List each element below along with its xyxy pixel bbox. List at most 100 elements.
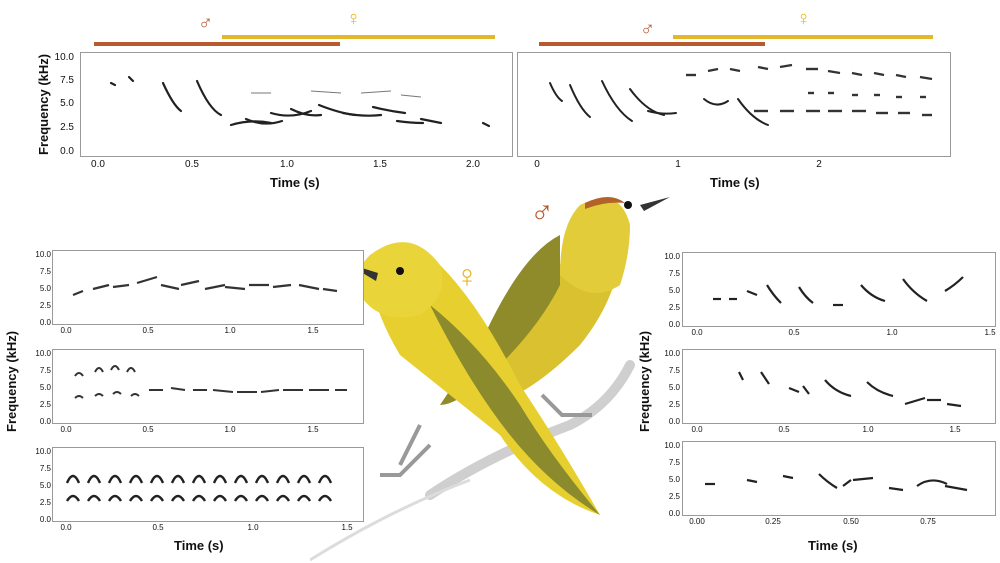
spectrogram-top-left — [80, 52, 513, 157]
time-axis-label-top-right: Time (s) — [710, 175, 760, 190]
ytick: 10.0 — [664, 349, 680, 358]
xtick: 1.0 — [862, 425, 874, 434]
ytick: 0.0 — [668, 509, 680, 518]
ytick: 5.0 — [39, 481, 51, 490]
ytick: 0.0 — [668, 320, 680, 329]
female-song-bar-right — [673, 35, 933, 39]
spectrogram-marks — [705, 473, 968, 492]
xtick: 0.5 — [142, 326, 154, 335]
ytick: 2.5 — [39, 301, 51, 310]
ytick: 10.0 — [35, 349, 51, 358]
syllable-mark — [317, 474, 333, 484]
xtick: 0.0 — [60, 425, 72, 434]
syllable-mark — [254, 474, 270, 484]
frequency-axis-label-right: Frequency (kHz) — [637, 330, 652, 432]
female-symbol-right: ♀ — [796, 8, 811, 30]
xtick: 1.0 — [280, 159, 294, 170]
ytick: 7.5 — [668, 458, 680, 467]
time-axis-label-top-left: Time (s) — [270, 175, 320, 190]
xtick: 1.5 — [307, 425, 319, 434]
syllable-mark — [149, 494, 165, 502]
ytick: 2.5 — [668, 400, 680, 409]
xtick: 0.00 — [689, 517, 705, 526]
syllable-mark — [65, 494, 81, 502]
ytick: 0.0 — [39, 417, 51, 426]
syllable-mark — [233, 474, 249, 484]
ytick: 7.5 — [39, 464, 51, 473]
ytick: 10.0 — [35, 447, 51, 456]
syllable-mark — [212, 494, 228, 502]
male-symbol-left: ♂ — [198, 12, 213, 34]
xtick: 0.5 — [788, 328, 800, 337]
xtick: 0.0 — [91, 159, 105, 170]
spectrogram-left-a — [52, 250, 364, 325]
spectrogram-right-c — [682, 441, 996, 516]
male-song-bar-left — [94, 42, 340, 46]
ytick: 5.0 — [39, 383, 51, 392]
ytick: 7.5 — [39, 366, 51, 375]
ytick: 0.0 — [668, 417, 680, 426]
syllable-mark — [65, 474, 81, 484]
xtick: 0.0 — [60, 326, 72, 335]
syllable-mark — [296, 494, 312, 502]
spectrogram-marks — [109, 75, 491, 128]
syllable-mark — [275, 474, 291, 484]
xtick: 1.0 — [224, 425, 236, 434]
xtick: 1 — [675, 159, 681, 170]
spectrogram-marks — [549, 63, 933, 126]
xtick: 1.0 — [886, 328, 898, 337]
syllable-mark — [128, 494, 144, 502]
xtick: 0.0 — [691, 328, 703, 337]
ytick: 7.5 — [60, 75, 74, 86]
spectrogram-marks — [74, 365, 347, 399]
ytick: 5.0 — [668, 383, 680, 392]
ytick: 2.5 — [668, 303, 680, 312]
xtick: 1.5 — [949, 425, 961, 434]
xtick: 0 — [534, 159, 540, 170]
ytick: 0.0 — [39, 515, 51, 524]
frequency-axis-label-top: Frequency (kHz) — [36, 53, 51, 155]
ytick: 5.0 — [668, 286, 680, 295]
ytick: 2.5 — [39, 400, 51, 409]
syllable-mark — [275, 494, 291, 502]
spectrogram-left-c — [52, 447, 364, 522]
xtick: 2 — [816, 159, 822, 170]
syllable-mark — [191, 494, 207, 502]
ytick: 2.5 — [668, 492, 680, 501]
yellow-warbler-illustration — [310, 197, 670, 562]
ytick: 7.5 — [668, 366, 680, 375]
xtick: 1.5 — [373, 159, 387, 170]
ytick: 0.0 — [39, 318, 51, 327]
syllable-mark — [86, 494, 102, 502]
xtick: 0.25 — [765, 517, 781, 526]
xtick: 0.5 — [152, 523, 164, 532]
syllable-mark — [191, 474, 207, 484]
syllable-mark — [296, 474, 312, 484]
ytick: 5.0 — [668, 475, 680, 484]
ytick: 10.0 — [664, 252, 680, 261]
xtick: 0.0 — [60, 523, 72, 532]
spectrogram-marks — [738, 371, 962, 408]
spectrogram-right-b — [682, 349, 996, 424]
syllable-mark — [170, 494, 186, 502]
xtick: 0.50 — [843, 517, 859, 526]
syllable-mark — [107, 474, 123, 484]
xtick: 0.75 — [920, 517, 936, 526]
ytick: 2.5 — [39, 498, 51, 507]
syllable-mark — [170, 474, 186, 484]
xtick: 1.0 — [224, 326, 236, 335]
syllable-mark — [86, 474, 102, 484]
frequency-axis-label-left: Frequency (kHz) — [4, 330, 19, 432]
ytick: 7.5 — [668, 269, 680, 278]
spectrogram-marks — [65, 474, 333, 502]
spectrogram-right-a — [682, 252, 996, 327]
ytick: 7.5 — [39, 267, 51, 276]
female-symbol-left: ♀ — [346, 8, 361, 30]
ytick: 10.0 — [54, 52, 74, 63]
xtick: 0.0 — [691, 425, 703, 434]
syllable-mark — [212, 474, 228, 484]
spectrogram-top-right — [517, 52, 951, 157]
male-symbol-right: ♂ — [640, 18, 655, 40]
ytick: 0.0 — [60, 146, 74, 157]
syllable-mark — [107, 494, 123, 502]
